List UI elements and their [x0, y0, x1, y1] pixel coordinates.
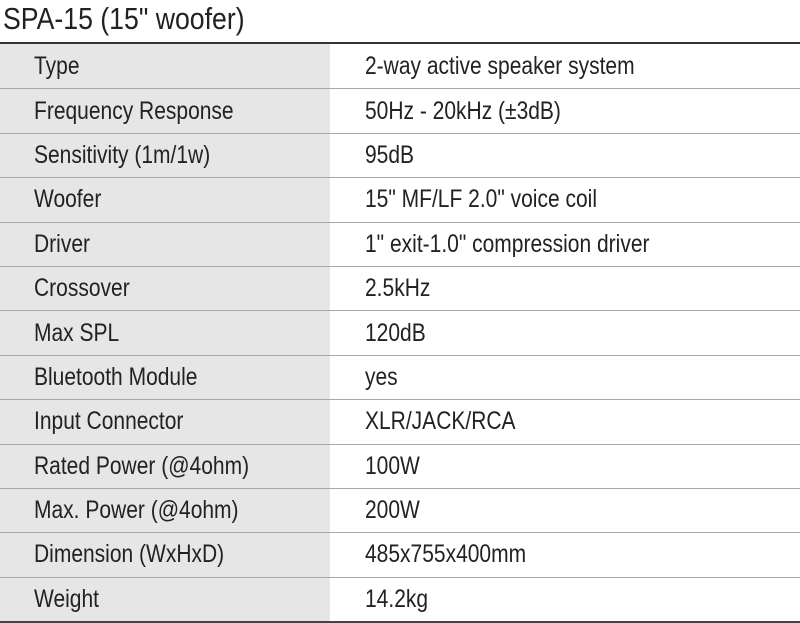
- spec-value: 485x755x400mm: [365, 540, 527, 569]
- table-row: Max SPL 120dB: [0, 310, 800, 355]
- spec-value-cell: 200W: [330, 488, 800, 533]
- spec-label-cell: Type: [0, 44, 330, 89]
- spec-label: Max SPL: [34, 318, 120, 347]
- spec-label-cell: Sensitivity (1m/1w): [0, 133, 330, 178]
- spec-value: XLR/JACK/RCA: [365, 407, 516, 436]
- spec-value-cell: 95dB: [330, 133, 800, 178]
- spec-label-cell: Input Connector: [0, 400, 330, 444]
- table-row: Crossover 2.5kHz: [0, 265, 800, 311]
- spec-value-cell: 14.2kg: [330, 577, 800, 622]
- spec-label: Max. Power (@4ohm): [34, 496, 239, 525]
- spec-value: 14.2kg: [365, 584, 429, 613]
- spec-label: Frequency Response: [34, 96, 234, 125]
- spec-label-cell: Bluetooth Module: [0, 355, 330, 400]
- spec-label-cell: Rated Power (@4ohm): [0, 444, 330, 488]
- spec-label: Input Connector: [34, 407, 184, 436]
- spec-label-cell: Max SPL: [0, 311, 330, 355]
- spec-label-cell: Max. Power (@4ohm): [0, 488, 330, 533]
- spec-value-cell: XLR/JACK/RCA: [330, 400, 800, 444]
- table-row: Weight 14.2kg: [0, 576, 800, 622]
- spec-label-cell: Frequency Response: [0, 89, 330, 133]
- spec-label-cell: Weight: [0, 577, 330, 622]
- spec-value-cell: 100W: [330, 444, 800, 488]
- table-row: Frequency Response 50Hz - 20kHz (±3dB): [0, 88, 800, 133]
- spec-value-cell: 2-way active speaker system: [330, 44, 800, 89]
- spec-label: Sensitivity (1m/1w): [34, 140, 211, 169]
- spec-table: Type 2-way active speaker system Frequency…: [0, 42, 800, 623]
- spec-value: 2-way active speaker system: [365, 51, 635, 80]
- spec-value: yes: [365, 362, 398, 391]
- spec-label-cell: Dimension (WxHxD): [0, 533, 330, 577]
- spec-label: Bluetooth Module: [34, 362, 198, 391]
- table-row: Driver 1" exit-1.0" compression driver: [0, 221, 800, 266]
- table-row: Woofer 15" MF/LF 2.0" voice coil: [0, 177, 800, 222]
- spec-value-cell: 120dB: [330, 311, 800, 355]
- table-row: Type 2-way active speaker system: [0, 44, 800, 89]
- spec-label-cell: Crossover: [0, 266, 330, 311]
- table-row: Rated Power (@4ohm) 100W: [0, 443, 800, 488]
- spec-value-cell: 2.5kHz: [330, 266, 800, 311]
- table-row: Dimension (WxHxD) 485x755x400mm: [0, 532, 800, 577]
- page-title: SPA-15 (15" woofer): [3, 1, 245, 36]
- spec-value-cell: yes: [330, 355, 800, 400]
- spec-value: 95dB: [365, 140, 415, 169]
- spec-label: Type: [34, 51, 80, 80]
- spec-label: Rated Power (@4ohm): [34, 451, 250, 480]
- spec-label: Crossover: [34, 274, 130, 303]
- spec-value-cell: 50Hz - 20kHz (±3dB): [330, 89, 800, 133]
- spec-value: 1" exit-1.0" compression driver: [365, 229, 650, 258]
- spec-label: Woofer: [34, 185, 102, 214]
- spec-value-cell: 15" MF/LF 2.0" voice coil: [330, 178, 800, 222]
- spec-value: 50Hz - 20kHz (±3dB): [365, 96, 561, 125]
- spec-label-cell: Woofer: [0, 178, 330, 222]
- table-row: Bluetooth Module yes: [0, 354, 800, 400]
- spec-label: Weight: [34, 584, 99, 613]
- spec-value-cell: 485x755x400mm: [330, 533, 800, 577]
- spec-value-cell: 1" exit-1.0" compression driver: [330, 222, 800, 266]
- table-row: Max. Power (@4ohm) 200W: [0, 487, 800, 533]
- spec-label: Driver: [34, 229, 91, 258]
- table-row: Input Connector XLR/JACK/RCA: [0, 399, 800, 444]
- spec-value: 200W: [365, 496, 420, 525]
- spec-value: 2.5kHz: [365, 274, 431, 303]
- spec-label-cell: Driver: [0, 222, 330, 266]
- spec-label: Dimension (WxHxD): [34, 540, 225, 569]
- spec-value: 15" MF/LF 2.0" voice coil: [365, 185, 597, 214]
- table-row: Sensitivity (1m/1w) 95dB: [0, 132, 800, 178]
- spec-value: 100W: [365, 451, 420, 480]
- spec-value: 120dB: [365, 318, 426, 347]
